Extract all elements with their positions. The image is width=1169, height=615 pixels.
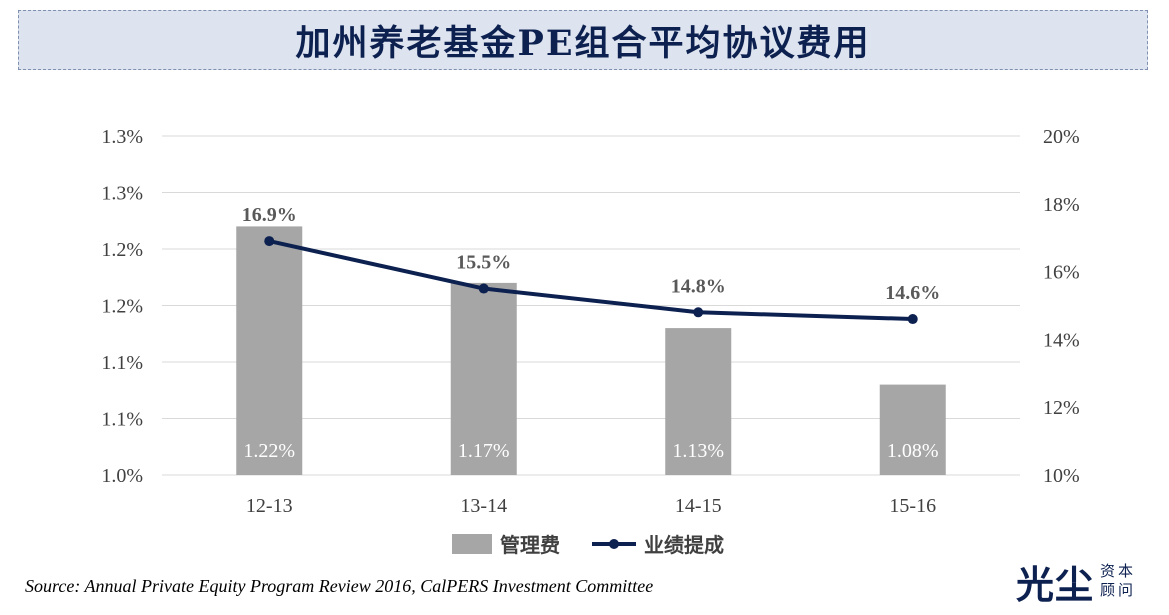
bar-management-fee <box>879 384 946 475</box>
line-point <box>693 307 704 318</box>
brand-name: 光尘 <box>1016 562 1095 607</box>
y-right-tick-label: 16% <box>1043 262 1080 284</box>
legend-line-marker <box>609 539 619 549</box>
line-data-label: 14.8% <box>671 275 726 297</box>
y-left-tick-label: 1.0% <box>101 465 143 487</box>
line-data-label: 14.6% <box>885 282 940 304</box>
line-point <box>907 314 918 325</box>
brand-logo: 光尘 资本 顾问 <box>1016 556 1156 607</box>
source-note: Source: Annual Private Equity Program Re… <box>25 576 654 596</box>
line-data-label: 16.9% <box>242 204 297 226</box>
legend-bar-swatch <box>452 534 492 554</box>
bar-data-label: 1.13% <box>672 440 724 462</box>
bar-management-fee <box>236 226 303 475</box>
legend-line-label: 业绩提成 <box>644 533 724 557</box>
bar-management-fee <box>665 328 732 475</box>
y-right-tick-label: 12% <box>1043 397 1080 419</box>
y-left-tick-label: 1.1% <box>101 352 143 374</box>
line-point <box>264 236 275 247</box>
line-point <box>478 283 489 294</box>
x-tick-label: 12-13 <box>246 495 293 517</box>
line-data-label: 15.5% <box>456 252 511 274</box>
legend-bar-label: 管理费 <box>500 533 560 557</box>
brand-sub-2: 顾问 <box>1100 581 1137 599</box>
x-tick-label: 15-16 <box>889 495 936 517</box>
x-tick-label: 13-14 <box>460 495 507 517</box>
bar-data-label: 1.08% <box>887 440 939 462</box>
y-right-tick-label: 10% <box>1043 465 1080 487</box>
y-left-tick-label: 1.1% <box>101 409 143 431</box>
y-left-tick-label: 1.3% <box>101 183 143 205</box>
y-right-tick-label: 20% <box>1043 126 1080 148</box>
brand-sub-1: 资本 <box>1100 562 1137 580</box>
y-right-tick-label: 18% <box>1043 194 1080 216</box>
y-left-tick-label: 1.2% <box>101 239 143 261</box>
brand-sub: 资本 顾问 <box>1100 562 1136 600</box>
y-left-tick-label: 1.2% <box>101 296 143 318</box>
line-performance-fee <box>268 239 913 322</box>
x-tick-label: 14-15 <box>675 495 722 517</box>
y-right-tick-label: 14% <box>1043 329 1080 351</box>
title-banner: 加州养老基金PE组合平均协议费用 <box>18 10 1148 70</box>
bar-management-fee <box>450 282 517 475</box>
bar-data-label: 1.17% <box>458 440 510 462</box>
chart-title: 加州养老基金PE组合平均协议费用 <box>295 22 871 64</box>
bar-data-label: 1.22% <box>243 440 295 462</box>
y-left-tick-label: 1.3% <box>101 126 143 148</box>
